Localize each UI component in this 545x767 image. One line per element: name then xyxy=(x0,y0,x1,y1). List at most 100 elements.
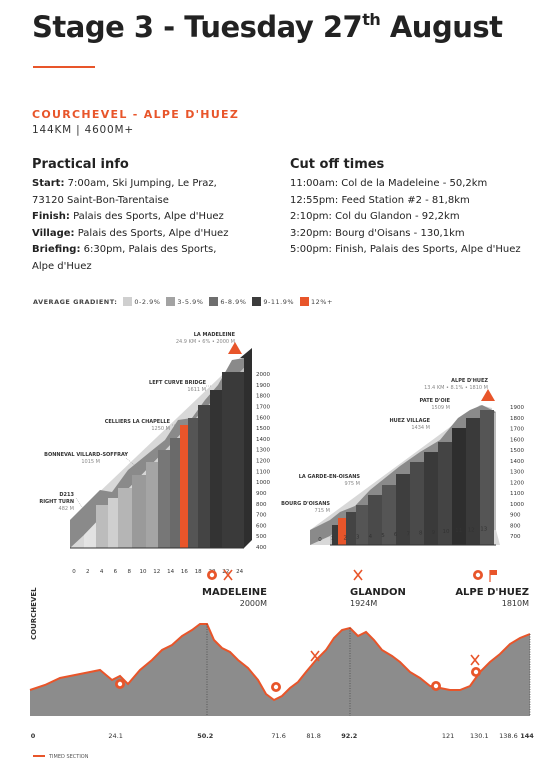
x-tick-label: 0 xyxy=(72,569,76,575)
climb1-label: BONNEVAL VILLARD-SOFFRAY xyxy=(44,452,128,458)
legend-label: 0-2.9% xyxy=(134,297,161,306)
y-tick-label: 1900 xyxy=(256,383,270,389)
title-superscript: th xyxy=(362,10,381,29)
climb1-label: CELLIERS LA CHAPELLE xyxy=(105,419,171,425)
legend-title: AVERAGE GRADIENT: xyxy=(33,297,118,306)
y-tick-label: 1400 xyxy=(256,437,270,443)
x-tick-label: 16 xyxy=(181,569,188,575)
alpe-summit-label: ALPE D'HUEZ xyxy=(451,378,488,384)
summit-flag-icon xyxy=(481,389,495,401)
madeleine-labels: LA MADELEINE 24.9 KM • 6% • 2000 M LEFT … xyxy=(39,332,235,512)
cutoff-heading: Cut off times xyxy=(290,157,385,172)
gradient-legend: AVERAGE GRADIENT: 0-2.9% 3-5.9% 6-8.9% 9… xyxy=(33,297,333,306)
finish-label: Finish: xyxy=(32,211,70,222)
legend-swatch xyxy=(300,297,310,306)
climb1-y-axis: 2000 1900 1800 1700 1600 1500 1400 1300 1200 1100… xyxy=(256,372,270,551)
climb2-sub: 975 M xyxy=(345,481,360,487)
climb1-label: D213 xyxy=(59,492,74,498)
y-tick-label: 1100 xyxy=(256,469,270,475)
x-tick-label: 13 xyxy=(480,527,487,533)
x-tick-label: 8 xyxy=(419,531,423,537)
y-tick-label: 500 xyxy=(256,534,267,540)
x-tick-label: 12 xyxy=(468,527,475,533)
y-tick-label: 1900 xyxy=(510,405,524,411)
climb2-y-axis: 1900 1800 1700 1600 1500 1400 1300 1200 1100 1000… xyxy=(510,405,524,540)
stage-profile xyxy=(29,623,531,716)
alpe-labels: ALPE D'HUEZ 13.4 KM • 8.1% • 1810 M PATE… xyxy=(281,378,488,514)
cutoff-line: 12:55pm: Feed Station #2 - 81,8km xyxy=(290,194,470,206)
km-label: 144 xyxy=(520,732,534,740)
route-distance: 144KM | 4600M+ xyxy=(32,124,134,136)
x-tick-label: 0 xyxy=(318,537,322,543)
legend-swatch xyxy=(166,297,176,306)
climb1-label: LEFT CURVE BRIDGE xyxy=(149,380,207,386)
y-tick-label: 1000 xyxy=(256,480,270,486)
x-tick-label: 24 xyxy=(236,569,243,575)
briefing-address: Alpe d'Huez xyxy=(32,260,92,272)
climb2-label: PATE D'OIE xyxy=(420,398,451,404)
route-name: COURCHEVEL - ALPE D'HUEZ xyxy=(32,108,240,121)
briefing-label: Briefing: xyxy=(32,244,81,255)
madeleine-climb-profile xyxy=(70,348,252,549)
madeleine-summit-sub: 24.9 KM • 6% • 2000 M xyxy=(176,339,235,345)
climb2-sub: 1434 M xyxy=(411,425,430,431)
climb1-sub: 1015 M xyxy=(81,459,100,465)
x-tick-label: 4 xyxy=(369,534,373,540)
km-label: 92.2 xyxy=(341,732,357,740)
cutoff-line: 2:10pm: Col du Glandon - 92,2km xyxy=(290,211,460,222)
profile-km-axis: 0 24.1 50.2 71.6 81.8 92.2 121 130.1 138.6 144 xyxy=(31,732,535,740)
km-label: 130.1 xyxy=(470,732,489,740)
y-tick-label: 1700 xyxy=(510,427,524,433)
legend-swatch xyxy=(123,297,133,306)
climb1-sub: 482 M xyxy=(59,506,74,512)
y-tick-label: 2000 xyxy=(256,372,270,378)
climb2-label: LA GARDE-EN-OISANS xyxy=(299,474,361,480)
y-tick-label: 1400 xyxy=(510,459,524,465)
cross-icon xyxy=(223,569,480,666)
x-tick-label: 5 xyxy=(381,533,385,539)
y-tick-label: 1800 xyxy=(510,416,524,422)
summit-name: ALPE D'HUEZ xyxy=(455,587,529,598)
y-tick-label: 1600 xyxy=(256,415,270,421)
x-tick-label: 11 xyxy=(455,528,462,534)
timed-section-label: TIMED SECTION xyxy=(48,754,89,760)
title-text-end: August xyxy=(380,10,503,44)
legend-label: 9-11.9% xyxy=(263,297,295,306)
y-tick-label: 400 xyxy=(256,545,267,551)
y-tick-label: 800 xyxy=(510,523,521,529)
climb1-sub: 1611 M xyxy=(187,387,206,393)
summit-name: MADELEINE xyxy=(202,587,267,598)
cutoff-line: 11:00am: Col de la Madeleine - 50,2km xyxy=(290,178,488,189)
summit-name: GLANDON xyxy=(350,587,406,598)
y-tick-label: 700 xyxy=(510,534,521,540)
y-tick-label: 1600 xyxy=(510,437,524,443)
summit-altitude: 1924M xyxy=(350,599,377,608)
cutoff-line: 3:20pm: Bourg d'Oisans - 130,1km xyxy=(290,227,465,239)
alpe-dhuez-climb-profile xyxy=(310,405,500,546)
summit-flag-icon xyxy=(228,342,242,354)
x-tick-label: 7 xyxy=(406,531,410,537)
y-tick-label: 900 xyxy=(256,491,267,497)
madeleine-summit-label: LA MADELEINE xyxy=(194,332,236,338)
finish-flag-icon xyxy=(489,570,497,582)
y-tick-label: 800 xyxy=(256,502,267,508)
legend-swatch xyxy=(209,297,219,306)
km-label: 121 xyxy=(442,732,454,740)
x-tick-label: 2 xyxy=(86,569,90,575)
briefing-value: 6:30pm, Palais des Sports, xyxy=(80,244,217,255)
km-label: 81.8 xyxy=(306,732,320,740)
y-tick-label: 1000 xyxy=(510,502,524,508)
stage-title: Stage 3 - Tuesday 27th August xyxy=(32,10,503,44)
y-tick-label: 700 xyxy=(256,513,267,519)
practical-info-block: Start: 7:00am, Ski Jumping, Le Praz, 731… xyxy=(32,176,272,275)
km-label: 24.1 xyxy=(108,732,122,740)
cutoff-line: 5:00pm: Finish, Palais des Sports, Alpe … xyxy=(290,244,521,255)
cutoff-block: 11:00am: Col de la Madeleine - 50,2km 12… xyxy=(290,176,540,259)
climb1-x-axis: 024681012141618202224 xyxy=(72,569,243,575)
km-label: 0 xyxy=(31,732,36,740)
title-text: Stage 3 - Tuesday 27 xyxy=(32,10,363,44)
x-tick-label: 8 xyxy=(127,569,131,575)
start-value: 7:00am, Ski Jumping, Le Praz, xyxy=(64,178,217,189)
x-tick-label: 9 xyxy=(432,530,436,536)
alpe-summit-sub: 13.4 KM • 8.1% • 1810 M xyxy=(424,385,488,391)
